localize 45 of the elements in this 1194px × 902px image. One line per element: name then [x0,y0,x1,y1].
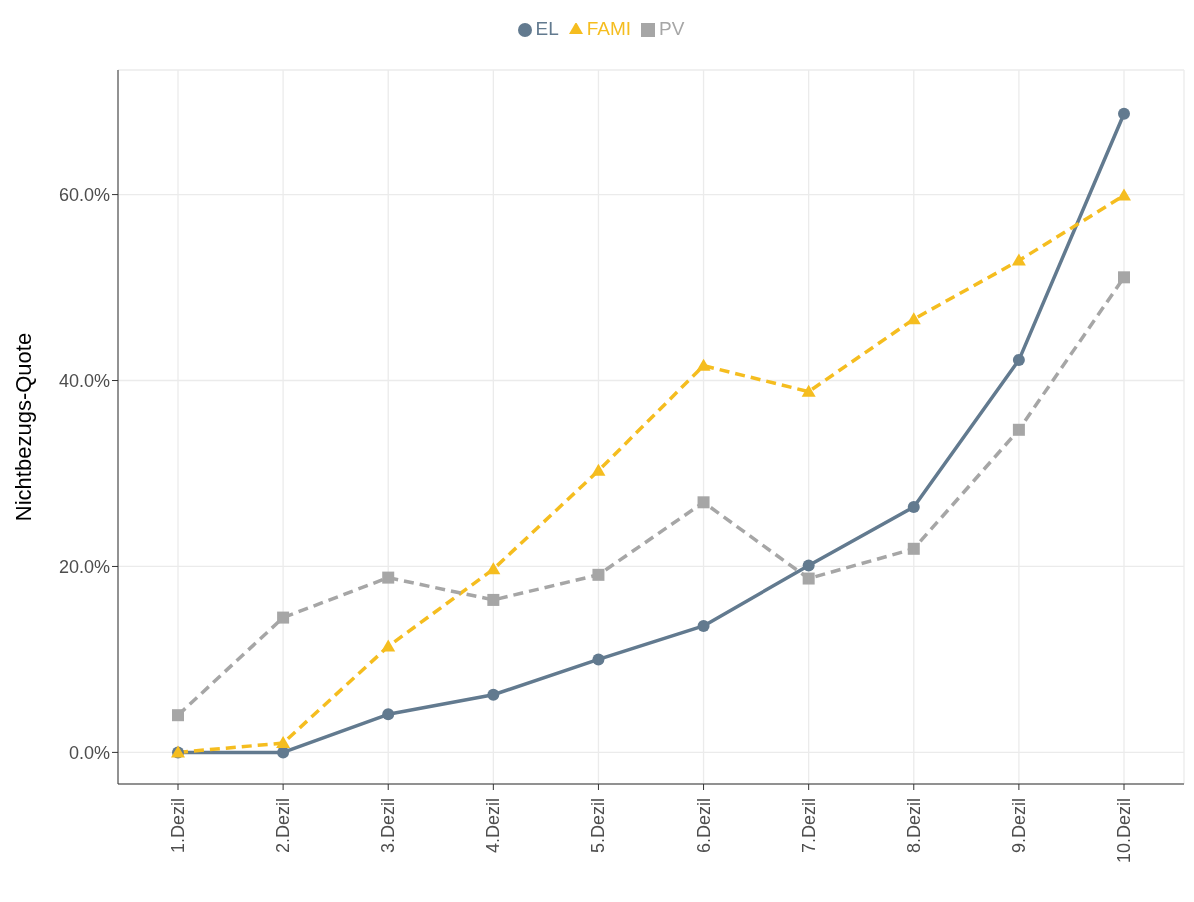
point [907,542,920,555]
point [1011,253,1026,266]
x-tick-label: 2.Dezil [273,798,294,854]
point [382,708,395,721]
x-tick-label: 8.Dezil [903,798,924,854]
point [381,639,396,652]
point [591,463,606,476]
point [697,496,710,509]
point [487,688,500,701]
x-tick-label: 5.Dezil [588,798,609,854]
point [486,562,501,575]
x-tick-label: 1.Dezil [168,798,188,854]
x-tick-label: 10.Dezil [1114,798,1134,864]
y-axis-title: Nichtbezugs-Quote [10,332,36,522]
point [907,500,920,513]
point [1117,188,1131,201]
point [1012,423,1025,436]
point [487,593,500,606]
point [1118,107,1130,120]
x-tick-label: 3.Dezil [378,798,399,854]
point [1118,271,1130,284]
x-tick-label: 6.Dezil [693,798,714,854]
point [696,358,711,371]
point [802,559,815,572]
y-tick-label: 40.0% [58,370,110,391]
point [592,568,605,581]
point [801,384,816,397]
point [592,653,605,666]
point [697,619,710,632]
x-tick-label: 7.Dezil [798,798,819,854]
point [172,709,184,722]
y-tick-label: 20.0% [58,556,110,577]
x-tick-label: 4.Dezil [483,798,504,854]
point [276,736,291,749]
y-tick-label: 0.0% [68,742,110,763]
point [1012,354,1025,367]
legend-label: FAMI [586,18,632,39]
legend-label: EL [535,18,559,39]
point [277,611,290,624]
legend-label: PV [659,18,685,39]
y-tick-label: 60.0% [58,184,110,205]
point [802,572,815,585]
point [382,571,395,584]
point [906,312,921,325]
x-tick-label: 9.Dezil [1008,798,1029,854]
